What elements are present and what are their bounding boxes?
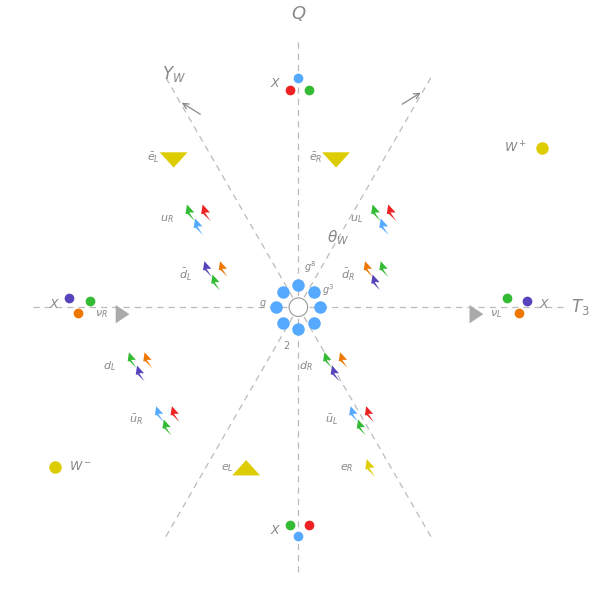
Polygon shape	[371, 205, 380, 221]
Polygon shape	[371, 275, 380, 290]
Text: $u_R$: $u_R$	[160, 213, 173, 225]
Polygon shape	[357, 419, 365, 436]
Polygon shape	[470, 305, 484, 323]
Text: $e_R$: $e_R$	[340, 463, 353, 475]
Polygon shape	[194, 218, 203, 235]
Polygon shape	[203, 261, 212, 277]
Polygon shape	[211, 275, 220, 290]
Text: $\bar{d}_R$: $\bar{d}_R$	[341, 267, 355, 283]
Text: $Y_W$: $Y_W$	[161, 64, 185, 84]
Polygon shape	[364, 261, 373, 277]
Polygon shape	[155, 406, 164, 422]
Text: $\nu_L$: $\nu_L$	[490, 308, 502, 320]
Text: $\bar{e}_R$: $\bar{e}_R$	[309, 151, 323, 164]
Text: $T_3$: $T_3$	[571, 297, 590, 317]
Polygon shape	[116, 305, 130, 323]
Polygon shape	[218, 261, 227, 277]
Text: $X$: $X$	[539, 298, 550, 311]
Text: $g^8$: $g^8$	[304, 259, 317, 275]
Text: $\bar{e}_L$: $\bar{e}_L$	[148, 151, 160, 164]
Polygon shape	[331, 365, 340, 382]
Polygon shape	[160, 152, 188, 167]
Polygon shape	[128, 352, 137, 368]
Polygon shape	[170, 406, 179, 422]
Text: $\bar{d}_L$: $\bar{d}_L$	[179, 267, 192, 283]
Text: $W^+$: $W^+$	[504, 140, 527, 155]
Polygon shape	[365, 459, 375, 477]
Polygon shape	[387, 205, 397, 221]
Polygon shape	[322, 152, 350, 167]
Text: $Q$: $Q$	[290, 4, 306, 23]
Text: $X$: $X$	[269, 77, 281, 91]
Polygon shape	[323, 352, 332, 368]
Text: $\nu_R$: $\nu_R$	[95, 308, 108, 320]
Text: $g^3$: $g^3$	[322, 282, 334, 298]
Text: $g$: $g$	[259, 298, 266, 310]
Text: $\bar{u}_R$: $\bar{u}_R$	[129, 413, 143, 427]
Polygon shape	[143, 352, 152, 368]
Polygon shape	[379, 261, 388, 277]
Text: $u_L$: $u_L$	[350, 213, 364, 225]
Text: $X$: $X$	[49, 298, 61, 311]
Polygon shape	[185, 205, 195, 221]
Text: $\theta_W$: $\theta_W$	[328, 228, 350, 247]
Polygon shape	[379, 218, 389, 235]
Polygon shape	[339, 352, 348, 368]
Polygon shape	[232, 460, 260, 475]
Polygon shape	[201, 205, 211, 221]
Text: $e_L$: $e_L$	[221, 463, 233, 475]
Text: $d_L$: $d_L$	[103, 359, 116, 373]
Text: $2$: $2$	[283, 339, 290, 351]
Polygon shape	[136, 365, 145, 382]
Polygon shape	[163, 419, 172, 436]
Text: $d_R$: $d_R$	[299, 359, 313, 373]
Polygon shape	[365, 406, 374, 422]
Polygon shape	[349, 406, 358, 422]
Text: $\bar{u}_L$: $\bar{u}_L$	[325, 413, 338, 427]
Circle shape	[289, 298, 308, 316]
Text: $W^-$: $W^-$	[69, 460, 92, 473]
Text: $X$: $X$	[269, 524, 281, 537]
